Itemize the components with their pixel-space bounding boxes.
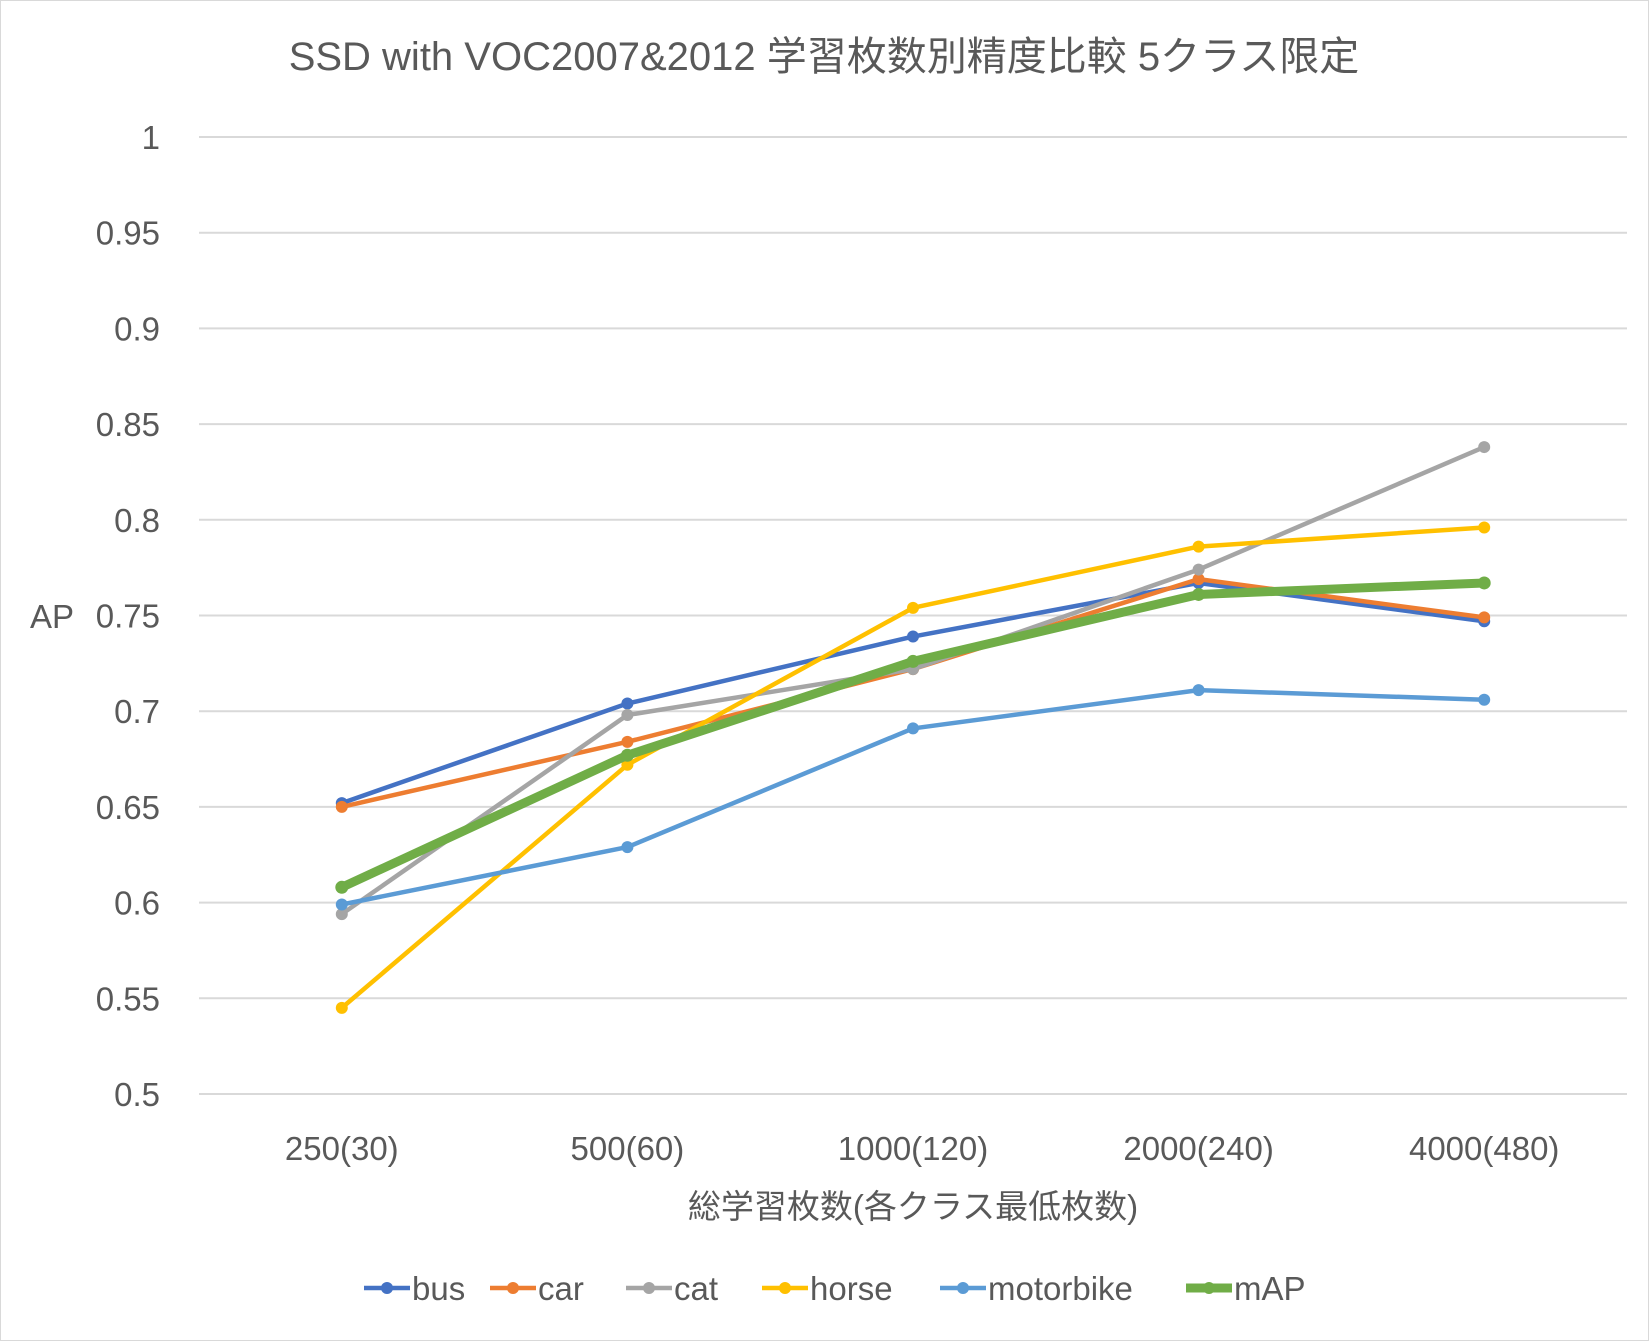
y-tick-label: 0.8 [114,502,160,539]
series-line [337,578,1489,892]
data-point-marker [621,758,634,771]
y-tick-label: 0.85 [96,406,160,443]
y-tick-label: 0.95 [96,215,160,252]
series-map [335,576,1491,894]
legend-item-motorbike: motorbike [940,1270,1133,1307]
y-tick-label: 0.65 [96,789,160,826]
legend-marker-icon [957,1282,969,1294]
legend-item-cat: cat [626,1270,718,1307]
data-point-marker [1192,563,1205,576]
legend-marker-icon [643,1282,655,1294]
data-point-marker [1192,587,1206,601]
legend-marker-icon [779,1282,791,1294]
legend-label: car [538,1270,584,1307]
legend-marker-icon [1203,1282,1215,1294]
legend-item-car: car [490,1270,584,1307]
legend-item-map: mAP [1186,1270,1306,1307]
y-axis-ticks: 1 0.95 0.9 0.85 0.8 0.75 0.7 0.65 0.6 0.55 0.5 [96,119,160,1113]
data-point-marker [907,630,919,643]
gridlines [199,136,1627,1095]
legend-marker-icon [381,1282,393,1294]
data-point-marker [1478,441,1491,454]
x-tick-label: 250(30) [285,1130,399,1167]
legend-item-bus: bus [364,1270,465,1307]
data-point-marker [335,1001,348,1014]
data-point-marker [1478,521,1491,534]
series-lines [335,441,1491,1014]
series-line [339,444,1487,917]
data-point-marker [335,880,349,894]
legend-label: bus [412,1270,465,1307]
y-tick-label: 0.9 [114,310,160,347]
data-point-marker [1192,573,1205,586]
data-point-marker [335,800,348,813]
data-point-marker [1478,693,1491,706]
data-point-marker [1477,576,1491,590]
chart-title: SSD with VOC2007&2012 学習枚数別精度比較 5クラス限定 [289,35,1360,79]
y-tick-label: 0.75 [96,598,160,635]
data-point-marker [621,697,634,710]
legend-label: mAP [1234,1270,1306,1307]
y-tick-label: 0.7 [114,693,160,730]
data-point-marker [621,841,634,854]
series-motorbike [335,684,1491,911]
x-axis-ticks: 250(30) 500(60) 1000(120) 2000(240) 4000(480… [285,1130,1560,1167]
data-point-marker [621,735,634,748]
data-point-marker [906,654,920,668]
legend-label: cat [674,1270,718,1307]
x-tick-label: 4000(480) [1409,1130,1559,1167]
x-tick-label: 2000(240) [1123,1130,1273,1167]
legend: bus car cat horse motorbike mAP [364,1270,1306,1307]
data-point-marker [335,898,348,911]
data-point-marker [621,709,634,722]
legend-label: horse [810,1270,893,1307]
data-point-marker [1192,540,1205,553]
y-tick-label: 0.6 [114,885,160,922]
series-cat [335,441,1491,921]
data-point-marker [1478,611,1491,624]
data-point-marker [1192,684,1205,697]
legend-marker-icon [507,1282,519,1294]
x-tick-label: 1000(120) [838,1130,988,1167]
series-horse [335,521,1491,1014]
x-axis-title: 総学習枚数(各クラス最低枚数) [688,1188,1138,1225]
y-tick-label: 0.5 [114,1076,160,1113]
legend-item-horse: horse [762,1270,893,1307]
data-point-marker [907,601,919,614]
legend-label: motorbike [988,1270,1133,1307]
data-point-marker [620,748,634,762]
data-point-marker [335,908,348,921]
y-axis-title: AP [30,598,74,635]
data-point-marker [907,722,919,735]
x-tick-label: 500(60) [571,1130,685,1167]
y-tick-label: 0.55 [96,980,160,1017]
y-tick-label: 1 [142,119,160,156]
